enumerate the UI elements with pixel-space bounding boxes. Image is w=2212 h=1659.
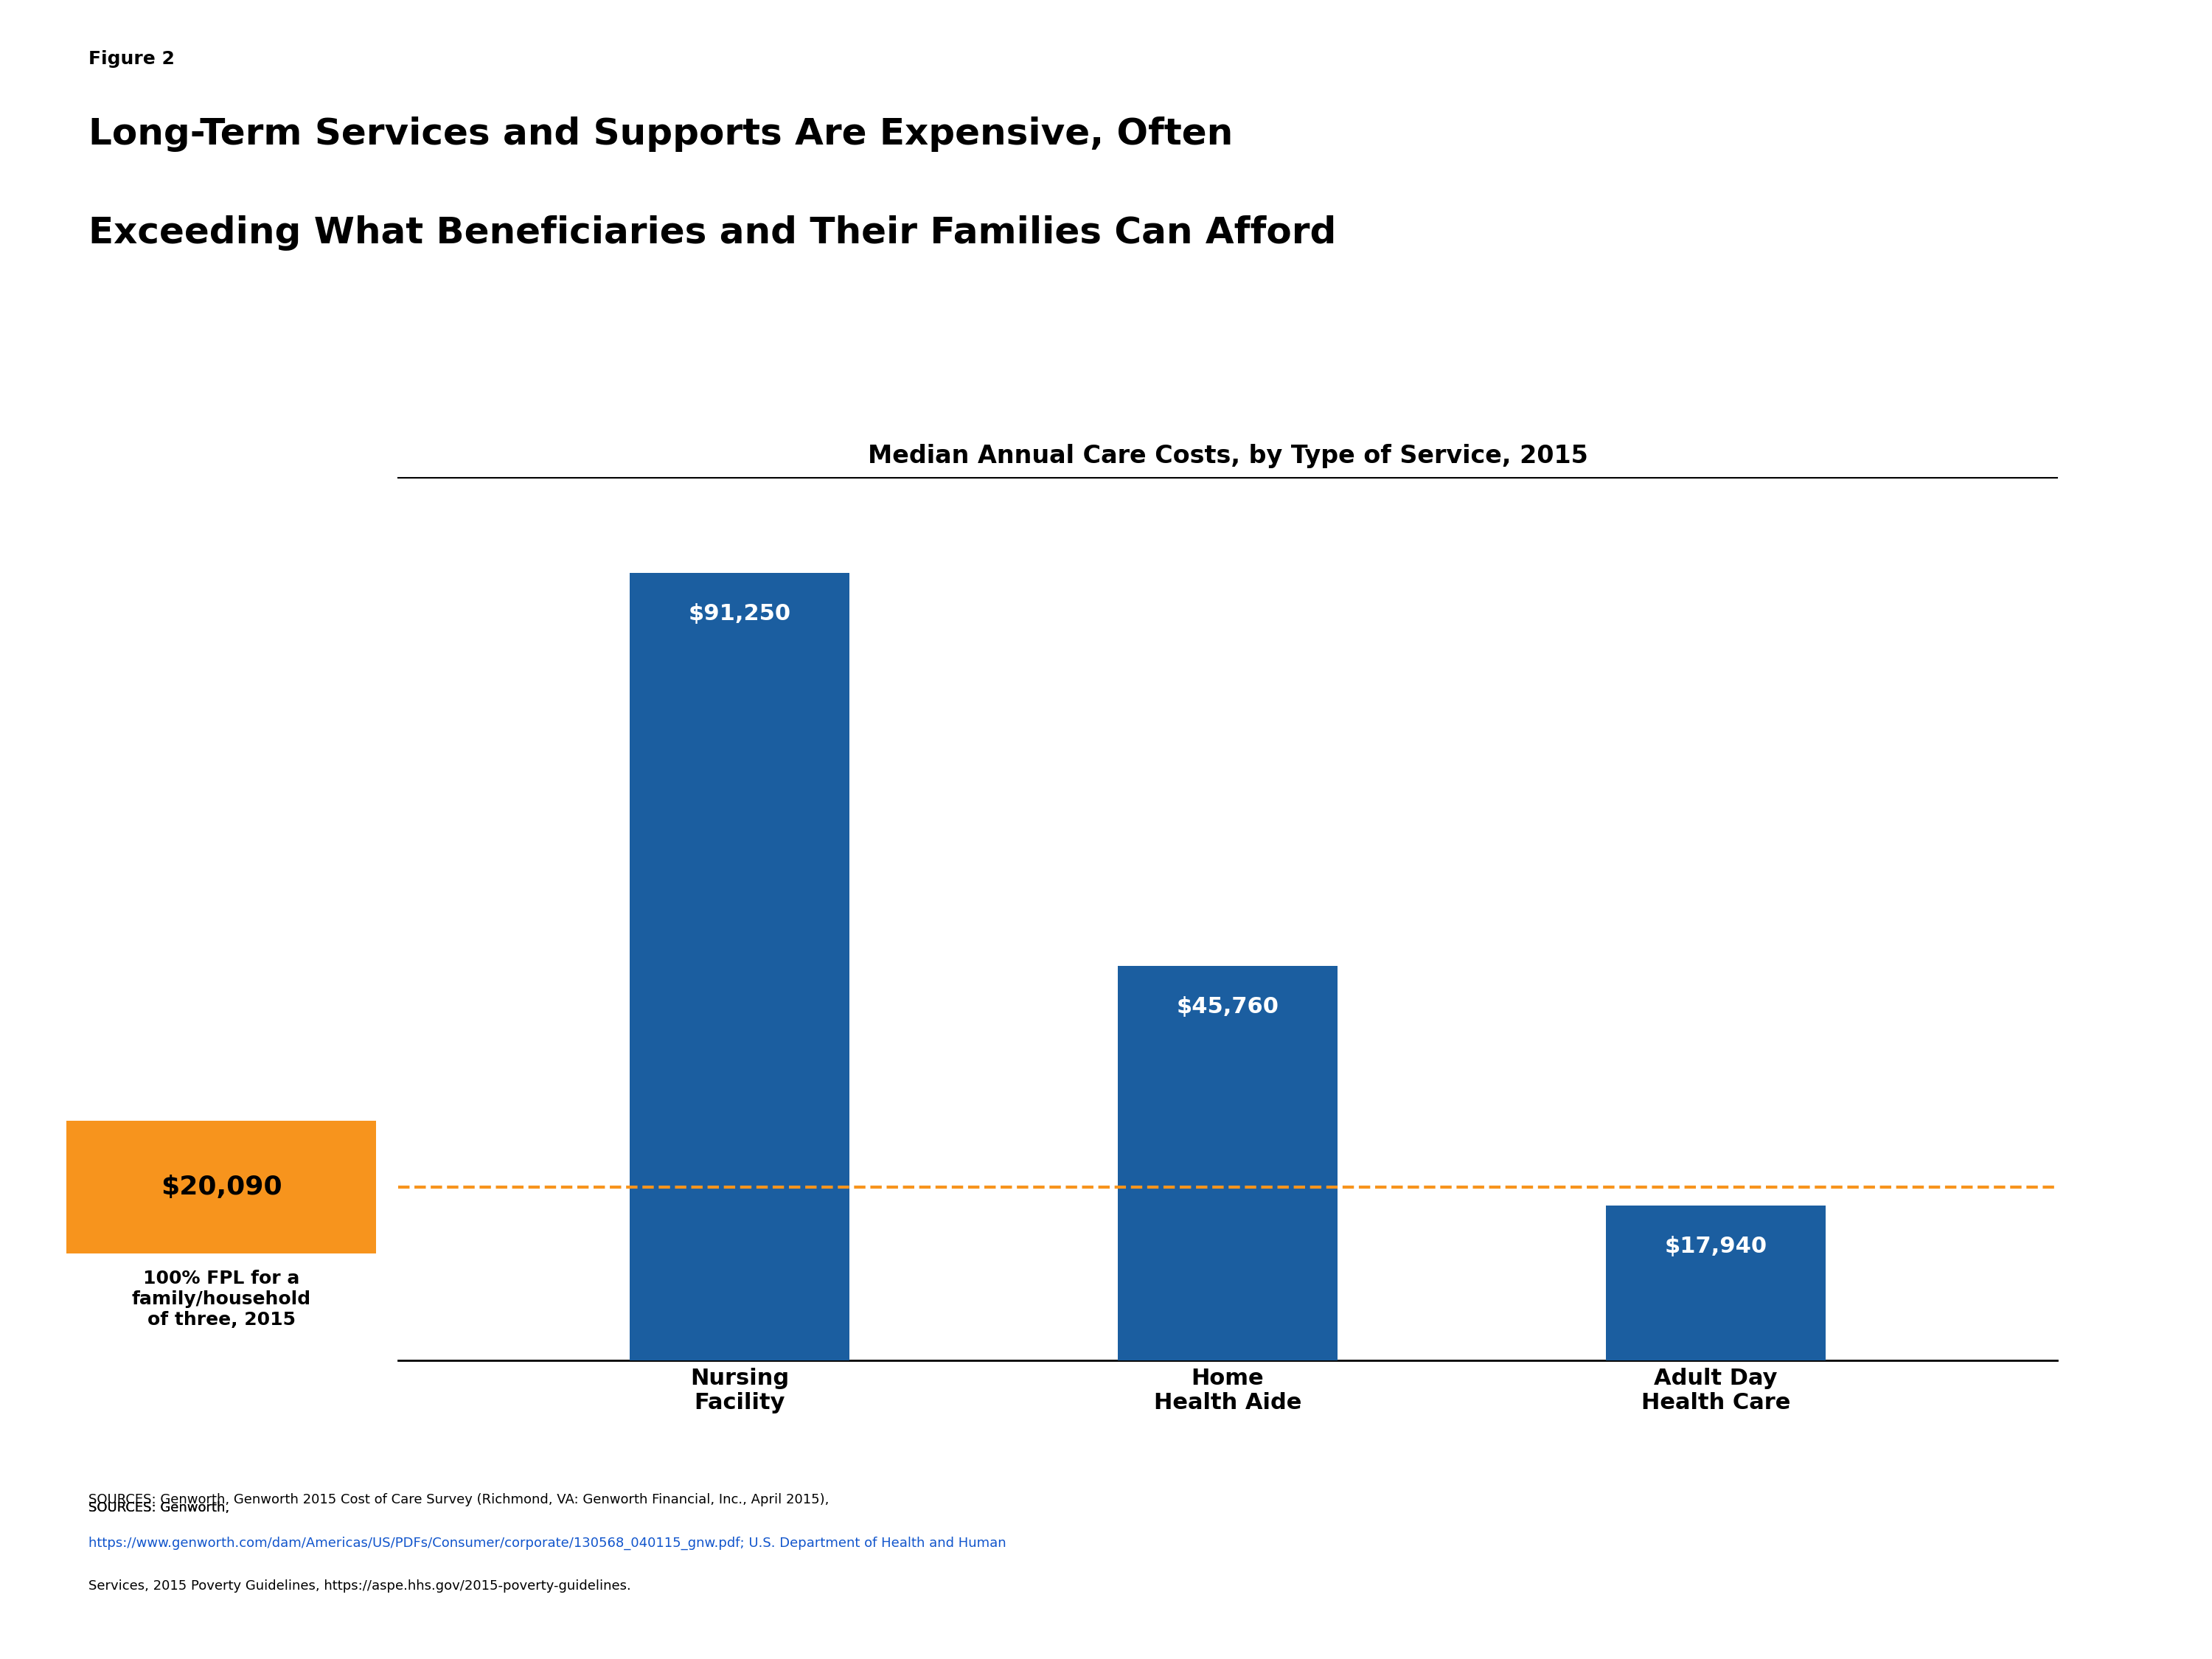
Text: $45,760: $45,760 xyxy=(1177,995,1279,1017)
Bar xyxy=(1606,1206,1825,1360)
Text: THE HENRY J.: THE HENRY J. xyxy=(2004,1503,2066,1510)
Text: SOURCES: Genworth,: SOURCES: Genworth, xyxy=(88,1501,234,1515)
Text: $20,090: $20,090 xyxy=(161,1175,281,1199)
Text: https://www.genworth.com/dam/Americas/US/PDFs/Consumer/corporate/130568_040115_g: https://www.genworth.com/dam/Americas/US… xyxy=(88,1536,1006,1550)
Text: Figure 2: Figure 2 xyxy=(88,50,175,68)
Text: SOURCES: Genworth,: SOURCES: Genworth, xyxy=(88,1501,234,1515)
Text: $17,940: $17,940 xyxy=(1663,1236,1767,1258)
Text: Median Annual Care Costs, by Type of Service, 2015: Median Annual Care Costs, by Type of Ser… xyxy=(867,445,1588,468)
Text: SOURCES: Genworth, Genworth 2015 Cost of Care Survey (Richmond, VA: Genworth Fin: SOURCES: Genworth, Genworth 2015 Cost of… xyxy=(88,1493,830,1506)
Text: KAISER: KAISER xyxy=(2006,1533,2064,1546)
Text: FAMILY: FAMILY xyxy=(2006,1566,2064,1579)
Text: Exceeding What Beneficiaries and Their Families Can Afford: Exceeding What Beneficiaries and Their F… xyxy=(88,216,1336,251)
Text: 100% FPL for a
family/household
of three, 2015: 100% FPL for a family/household of three… xyxy=(131,1271,312,1329)
Text: $91,250: $91,250 xyxy=(688,604,792,625)
Text: FOUNDATION: FOUNDATION xyxy=(2004,1603,2066,1609)
Text: Long-Term Services and Supports Are Expensive, Often: Long-Term Services and Supports Are Expe… xyxy=(88,116,1232,151)
Bar xyxy=(1117,966,1338,1360)
Bar xyxy=(630,572,849,1360)
Text: Services, 2015 Poverty Guidelines, https://aspe.hhs.gov/2015-poverty-guidelines.: Services, 2015 Poverty Guidelines, https… xyxy=(88,1579,630,1593)
